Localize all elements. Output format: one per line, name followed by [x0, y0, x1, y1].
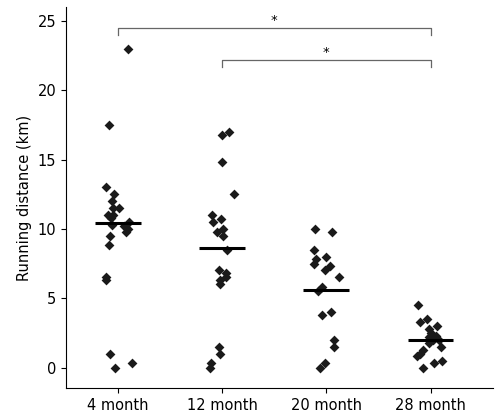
Point: [108, 198, 116, 205]
Point: [108, 214, 116, 221]
Point: [419, 364, 427, 371]
Point: [318, 284, 326, 291]
Point: [128, 360, 136, 367]
Point: [312, 256, 320, 263]
Point: [432, 323, 440, 329]
Point: [437, 344, 445, 350]
Point: [335, 274, 343, 281]
Point: [426, 339, 434, 346]
Point: [414, 302, 422, 308]
Point: [222, 246, 230, 253]
Point: [438, 357, 446, 364]
Point: [102, 184, 110, 191]
Point: [220, 226, 228, 232]
Point: [416, 318, 424, 325]
Point: [108, 221, 116, 228]
Point: [310, 246, 318, 253]
Point: [310, 260, 318, 267]
Point: [426, 326, 434, 332]
Point: [430, 336, 438, 343]
Point: [120, 223, 128, 229]
Point: [432, 332, 440, 339]
Point: [427, 330, 435, 336]
Point: [124, 226, 132, 232]
Point: [115, 205, 123, 211]
Point: [328, 309, 336, 315]
Point: [416, 350, 424, 357]
Point: [316, 364, 324, 371]
Point: [207, 360, 215, 367]
Point: [208, 218, 216, 225]
Point: [326, 263, 334, 270]
Text: *: *: [323, 46, 330, 59]
Point: [122, 228, 130, 235]
Point: [105, 242, 113, 249]
Point: [110, 191, 118, 197]
Point: [216, 350, 224, 357]
Point: [424, 333, 432, 340]
Point: [423, 315, 431, 322]
Point: [321, 360, 329, 367]
Point: [436, 336, 444, 343]
Point: [216, 281, 224, 288]
Point: [106, 350, 114, 357]
Point: [419, 346, 427, 353]
Point: [330, 344, 338, 350]
Point: [206, 364, 214, 371]
Point: [208, 212, 216, 218]
Point: [311, 226, 319, 232]
Point: [330, 336, 338, 343]
Point: [218, 131, 226, 138]
Point: [213, 228, 221, 235]
Point: [216, 344, 224, 350]
Point: [106, 232, 114, 239]
Point: [126, 218, 134, 225]
Y-axis label: Running distance (km): Running distance (km): [17, 115, 32, 281]
Point: [321, 267, 329, 274]
Point: [322, 253, 330, 260]
Point: [230, 191, 238, 197]
Point: [314, 288, 322, 294]
Point: [430, 360, 438, 367]
Point: [102, 274, 110, 281]
Point: [218, 159, 226, 165]
Point: [222, 274, 230, 281]
Point: [219, 232, 227, 239]
Point: [218, 216, 226, 223]
Point: [414, 353, 422, 360]
Point: [110, 364, 118, 371]
Point: [109, 212, 117, 218]
Point: [124, 45, 132, 52]
Point: [222, 270, 230, 277]
Text: *: *: [271, 14, 278, 27]
Point: [216, 277, 224, 284]
Point: [109, 205, 117, 211]
Point: [104, 212, 112, 218]
Point: [226, 129, 234, 135]
Point: [102, 277, 110, 284]
Point: [214, 267, 222, 274]
Point: [106, 121, 114, 128]
Point: [328, 228, 336, 235]
Point: [318, 312, 326, 318]
